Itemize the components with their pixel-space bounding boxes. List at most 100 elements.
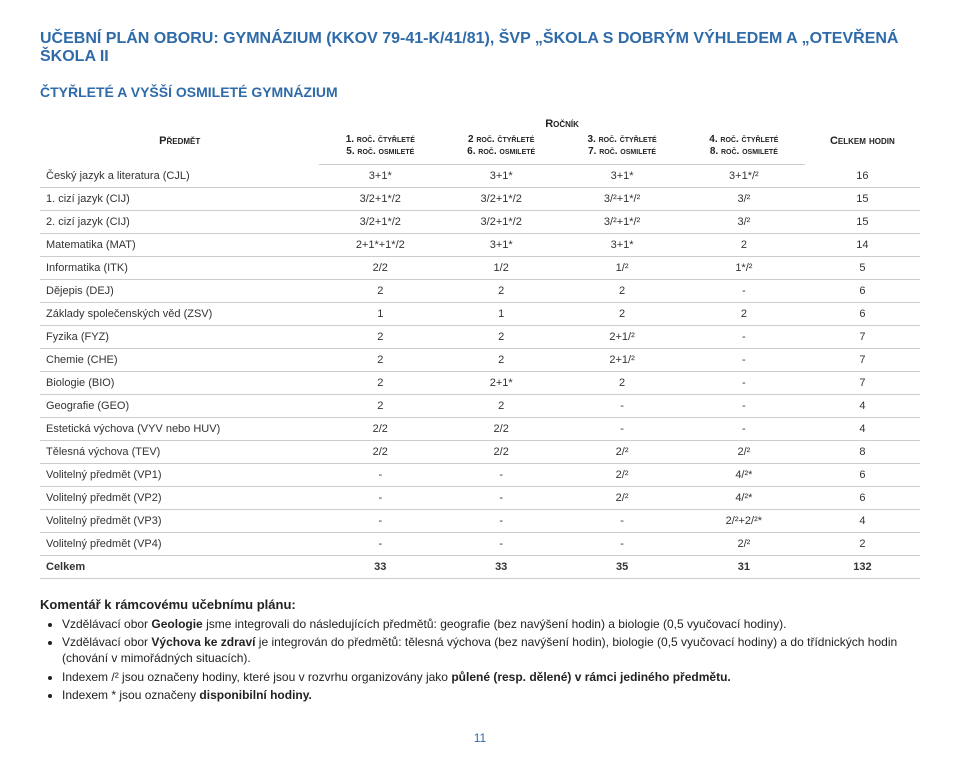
table-row: Volitelný předmět (VP4)---2/²2 <box>40 533 920 556</box>
table-row: Fyzika (FYZ)222+1/²-7 <box>40 326 920 349</box>
header-col-2: 2 roč. čtyřleté6. roč. osmileté <box>441 130 561 165</box>
cell-value: - <box>319 464 441 487</box>
cell-value: 7 <box>805 372 920 395</box>
cell-value: 2/2 <box>319 441 441 464</box>
cell-value: 2/² <box>561 464 683 487</box>
header-col-line2: 6. roč. osmileté <box>447 146 555 158</box>
table-row: Volitelný předmět (VP2)--2/²4/²*6 <box>40 487 920 510</box>
table-row: Dějepis (DEJ)222-6 <box>40 280 920 303</box>
cell-value: 2/² <box>683 533 805 556</box>
cell-value: 3+1* <box>441 165 561 188</box>
cell-value: 2/² <box>683 441 805 464</box>
table-row: Chemie (CHE)222+1/²-7 <box>40 349 920 372</box>
cell-value: 2 <box>319 280 441 303</box>
cell-value: 1/² <box>561 257 683 280</box>
commentary: Komentář k rámcovému učebnímu plánu: Vzd… <box>40 597 920 703</box>
cell-value: - <box>319 510 441 533</box>
cell-value: - <box>441 510 561 533</box>
subject-name: Volitelný předmět (VP3) <box>40 510 319 533</box>
cell-value: 2/²+2/²* <box>683 510 805 533</box>
table-row: Volitelný předmět (VP3)---2/²+2/²*4 <box>40 510 920 533</box>
cell-value: - <box>683 326 805 349</box>
cell-value: 3/2+1*/2 <box>319 211 441 234</box>
cell-value: - <box>561 533 683 556</box>
subject-name: Volitelný předmět (VP4) <box>40 533 319 556</box>
header-col-line1: 1. roč. čtyřleté <box>325 134 435 146</box>
cell-value: 3/² <box>683 188 805 211</box>
cell-value: 4 <box>805 510 920 533</box>
cell-value: 7 <box>805 326 920 349</box>
header-col-line1: 3. roč. čtyřleté <box>567 134 677 146</box>
table-row: Estetická výchova (VYV nebo HUV)2/22/2--… <box>40 418 920 441</box>
curriculum-table: Předmět Ročník Celkem hodin 1. roč. čtyř… <box>40 114 920 579</box>
cell-value: 16 <box>805 165 920 188</box>
header-year-group: Ročník <box>319 114 804 130</box>
cell-value: 8 <box>805 441 920 464</box>
cell-value: 2/² <box>561 487 683 510</box>
cell-value: - <box>441 533 561 556</box>
cell-value: 2 <box>319 326 441 349</box>
cell-value: 3/²+1*/² <box>561 211 683 234</box>
header-col-line1: 4. roč. čtyřleté <box>689 134 799 146</box>
header-subject: Předmět <box>40 114 319 165</box>
subject-name: Estetická výchova (VYV nebo HUV) <box>40 418 319 441</box>
cell-value: 1/2 <box>441 257 561 280</box>
table-row: 2. cizí jazyk (CIJ)3/2+1*/23/2+1*/23/²+1… <box>40 211 920 234</box>
cell-value: - <box>561 510 683 533</box>
cell-value: 2/2 <box>319 257 441 280</box>
cell-value: - <box>683 372 805 395</box>
header-col-line2: 7. roč. osmileté <box>567 146 677 158</box>
cell-value: 6 <box>805 464 920 487</box>
cell-value: 2 <box>683 303 805 326</box>
subject-name: 1. cizí jazyk (CIJ) <box>40 188 319 211</box>
cell-value: 3/²+1*/² <box>561 188 683 211</box>
table-row: Geografie (GEO)22--4 <box>40 395 920 418</box>
subject-name: Matematika (MAT) <box>40 234 319 257</box>
header-col-1: 1. roč. čtyřleté5. roč. osmileté <box>319 130 441 165</box>
cell-value: 3+1* <box>561 234 683 257</box>
cell-value: 2/2 <box>319 418 441 441</box>
subject-name: Celkem <box>40 556 319 579</box>
table-row: Základy společenských věd (ZSV)11226 <box>40 303 920 326</box>
cell-value: 2+1* <box>441 372 561 395</box>
table-row: Matematika (MAT)2+1*+1*/23+1*3+1*214 <box>40 234 920 257</box>
table-row: Volitelný předmět (VP1)--2/²4/²*6 <box>40 464 920 487</box>
cell-value: 3+1* <box>319 165 441 188</box>
cell-value: 4 <box>805 395 920 418</box>
subtitle: ČTYŘLETÉ A VYŠŠÍ OSMILETÉ GYMNÁZIUM <box>40 84 920 100</box>
cell-value: 1 <box>441 303 561 326</box>
table-row: Biologie (BIO)22+1*2-7 <box>40 372 920 395</box>
commentary-title: Komentář k rámcovému učebnímu plánu: <box>40 597 920 612</box>
cell-value: - <box>319 487 441 510</box>
cell-value: 2 <box>441 349 561 372</box>
cell-value: 2 <box>441 280 561 303</box>
cell-value: 14 <box>805 234 920 257</box>
cell-value: 2 <box>441 395 561 418</box>
cell-value: 2 <box>683 234 805 257</box>
cell-value: 4/²* <box>683 487 805 510</box>
cell-value: - <box>683 280 805 303</box>
cell-value: 33 <box>441 556 561 579</box>
table-total-row: Celkem33333531132 <box>40 556 920 579</box>
cell-value: 2 <box>561 303 683 326</box>
table-row: Informatika (ITK)2/21/21/²1*/²5 <box>40 257 920 280</box>
cell-value: 3/2+1*/2 <box>319 188 441 211</box>
subject-name: Fyzika (FYZ) <box>40 326 319 349</box>
cell-value: 6 <box>805 487 920 510</box>
cell-value: 2 <box>441 326 561 349</box>
subject-name: Volitelný předmět (VP2) <box>40 487 319 510</box>
cell-value: - <box>561 395 683 418</box>
cell-value: 2 <box>805 533 920 556</box>
cell-value: 3/² <box>683 211 805 234</box>
cell-value: 2+1*+1*/2 <box>319 234 441 257</box>
cell-value: - <box>441 464 561 487</box>
cell-value: - <box>441 487 561 510</box>
cell-value: 2 <box>561 372 683 395</box>
cell-value: 7 <box>805 349 920 372</box>
cell-value: 15 <box>805 188 920 211</box>
subject-name: Dějepis (DEJ) <box>40 280 319 303</box>
cell-value: 2 <box>561 280 683 303</box>
cell-value: - <box>683 395 805 418</box>
cell-value: 2/2 <box>441 441 561 464</box>
cell-value: 2 <box>319 349 441 372</box>
